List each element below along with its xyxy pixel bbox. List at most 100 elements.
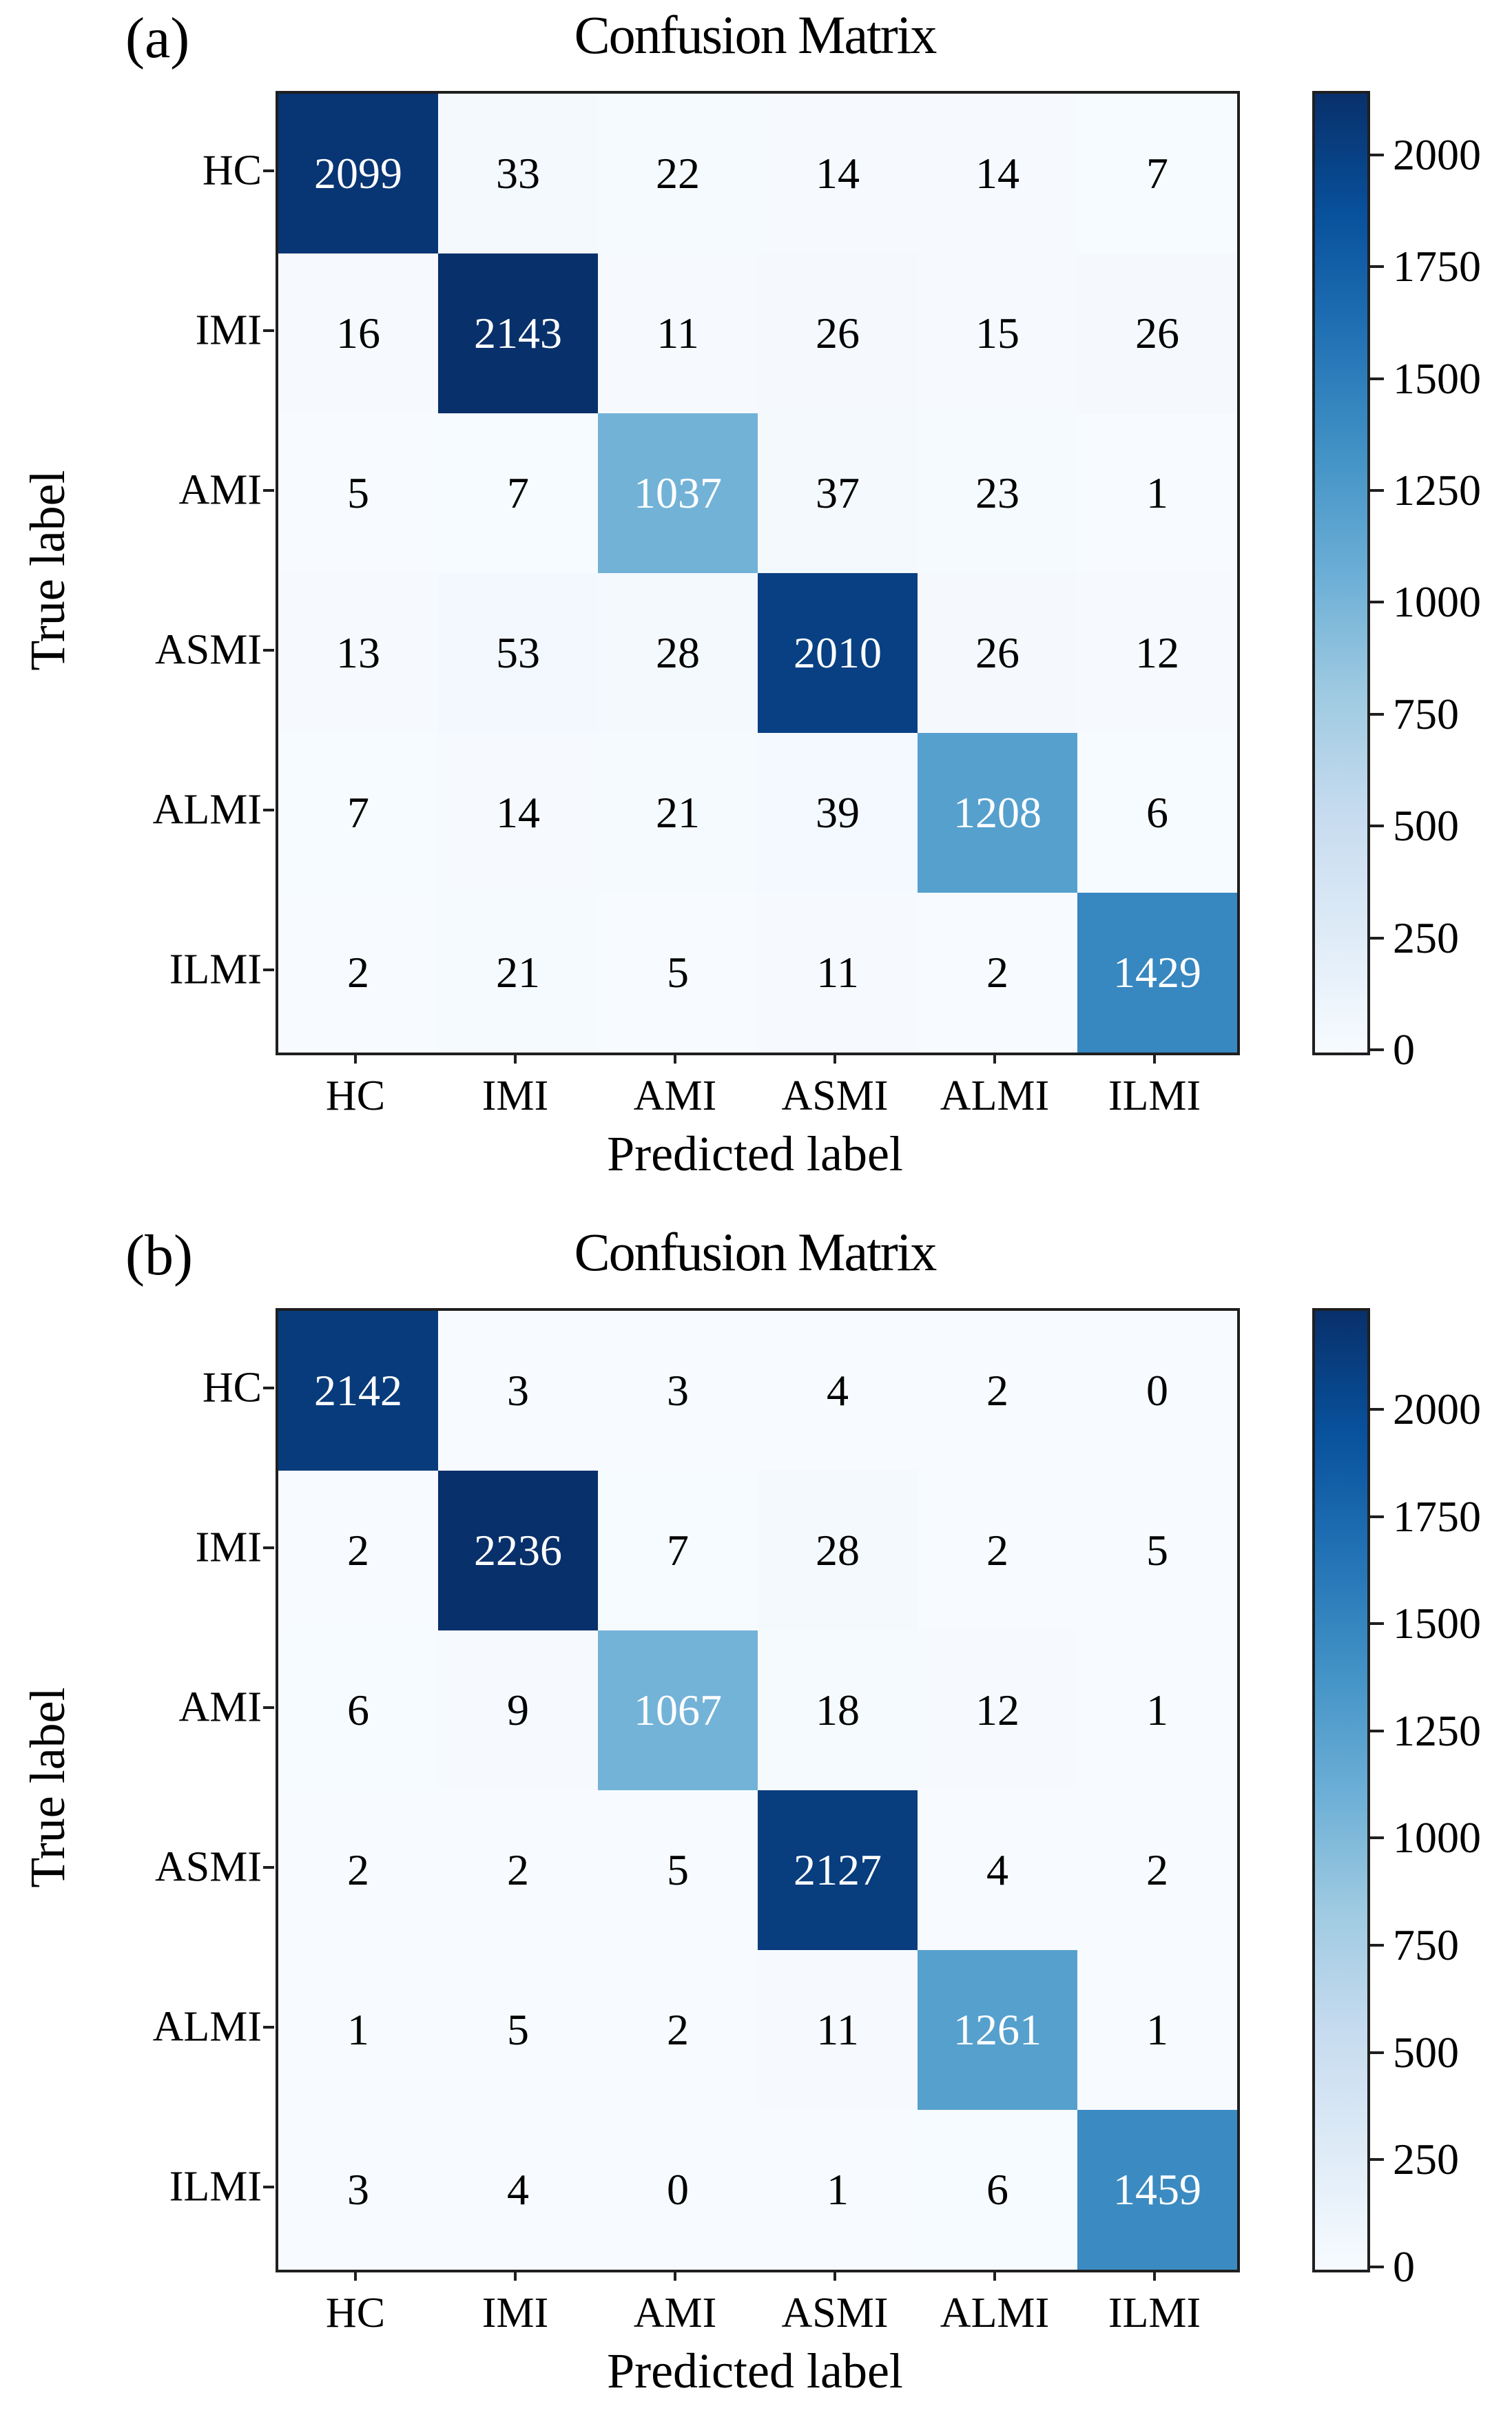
matrix-cell: 5 [278,413,438,573]
matrix-cell: 2 [598,1950,758,2110]
matrix-cell: 11 [758,893,918,1053]
cell-value: 2099 [314,149,402,198]
matrix-cell: 1 [1077,1630,1237,1790]
matrix-cell: 16 [278,253,438,413]
matrix-cell: 28 [758,1471,918,1630]
cell-value: 0 [1146,1366,1168,1415]
matrix-cell: 2010 [758,573,918,733]
matrix-cell: 1 [1077,1950,1237,2110]
cell-value: 39 [816,788,860,837]
y-tick-mark [263,1866,274,1869]
colorbar-tick-label: 1750 [1393,1491,1481,1541]
matrix-cell: 21 [438,893,598,1053]
matrix-cell: 7 [438,413,598,573]
colorbar-tick-label: 250 [1393,2135,1459,2184]
cell-value: 26 [816,309,860,358]
cell-value: 7 [507,468,529,517]
y-tick-mark [263,1387,274,1389]
cell-value: 28 [816,1526,860,1575]
x-tick-label: ASMI [781,2290,889,2336]
matrix-cell: 2099 [278,94,438,253]
matrix-cell: 33 [438,94,598,253]
y-tick-mark [263,2186,274,2188]
colorbar-tick-mark [1370,936,1384,940]
chart-title: Confusion Matrix [574,1222,938,1282]
colorbar [1312,91,1370,1055]
colorbar-tick-label: 750 [1393,689,1459,738]
colorbar-tick-mark [1370,1836,1384,1840]
y-tick-label: ILMI [169,2163,262,2210]
colorbar-tick-label: 500 [1393,2027,1459,2077]
matrix-cell: 7 [1077,94,1237,253]
colorbar-ticks-layer: 2000 1750 1500 1250 1000 750 500 250 0 [0,1217,1512,2434]
matrix-cell: 26 [918,573,1077,733]
colorbar-tick-mark [1370,1944,1384,1947]
panel-tag-b: (b) [125,1223,193,1287]
cell-value: 2 [347,948,369,997]
cell-value: 7 [667,1526,689,1575]
cell-value: 2 [1146,1845,1168,1894]
x-tick-label: ASMI [781,1073,889,1119]
x-tick-label: IMI [481,2290,549,2336]
cell-value: 2 [347,1526,369,1575]
matrix-cell: 2127 [758,1790,918,1950]
cell-value: 33 [496,149,540,198]
cell-value: 6 [347,1686,369,1734]
confusion-matrix-grid: 2142 3 3 4 2 0 2 2236 7 28 2 5 6 9 1067 18 12 1 2 2 5 2127 4 2 1… [276,1308,1240,2272]
y-tick-mark [263,489,274,492]
matrix-cell: 3 [598,1311,758,1471]
x-tick-label: AMI [633,2290,717,2336]
matrix-cell: 5 [1077,1471,1237,1630]
matrix-cell: 0 [1077,1311,1237,1471]
matrix-cell: 7 [598,1471,758,1630]
cell-value: 14 [816,149,860,198]
matrix-cell: 12 [1077,573,1237,733]
colorbar-tick-label: 1500 [1393,353,1481,403]
colorbar-tick-mark [1370,265,1384,269]
matrix-cell: 14 [438,733,598,893]
chart-title: Confusion Matrix [574,5,938,65]
cell-value: 2 [347,1845,369,1894]
matrix-cell: 14 [758,94,918,253]
matrix-cell: 2 [438,1790,598,1950]
cell-value: 5 [1146,1526,1168,1575]
matrix-cell: 39 [758,733,918,893]
matrix-cell: 1459 [1077,2110,1237,2270]
cell-value: 0 [667,2165,689,2214]
x-tick-mark [833,2270,836,2281]
cell-value: 1 [827,2165,849,2214]
matrix-cell: 2 [1077,1790,1237,1950]
axis-ticks-layer: HC HC IMI IMI AMI AMI ASMI ASMI ALMI ALMI ILMI ILMI [0,0,1512,1217]
x-tick-label: IMI [481,1073,549,1119]
cell-value: 14 [496,788,540,837]
colorbar-tick-mark [1370,1729,1384,1732]
x-tick-mark [514,1053,517,1064]
matrix-cell: 15 [918,253,1077,413]
matrix-cell: 2 [278,893,438,1053]
y-tick-label: IMI [195,307,262,354]
y-tick-mark [263,2026,274,2029]
cell-value: 2142 [314,1366,402,1415]
cell-value: 2010 [794,628,882,677]
axis-ticks-layer: HC HC IMI IMI AMI AMI ASMI ASMI ALMI ALMI ILMI ILMI [0,1217,1512,2434]
matrix-cell: 1 [278,1950,438,2110]
cell-value: 26 [975,628,1019,677]
cell-value: 1 [1146,468,1168,517]
y-tick-label: ASMI [154,1843,262,1891]
colorbar-tick-mark [1370,712,1384,716]
cell-value: 5 [347,468,369,517]
cell-value: 4 [507,2165,529,2214]
colorbar-tick-mark [1370,489,1384,493]
matrix-cell: 2 [918,893,1077,1053]
colorbar-tick-mark [1370,153,1384,156]
cell-value: 1037 [634,468,722,517]
matrix-cell: 5 [438,1950,598,2110]
colorbar-tick-label: 0 [1393,1025,1415,1074]
matrix-cell: 4 [438,2110,598,2270]
matrix-cell: 4 [758,1311,918,1471]
matrix-cell: 7 [278,733,438,893]
colorbar-tick-mark [1370,601,1384,604]
matrix-cell: 14 [918,94,1077,253]
y-tick-mark [263,968,274,971]
